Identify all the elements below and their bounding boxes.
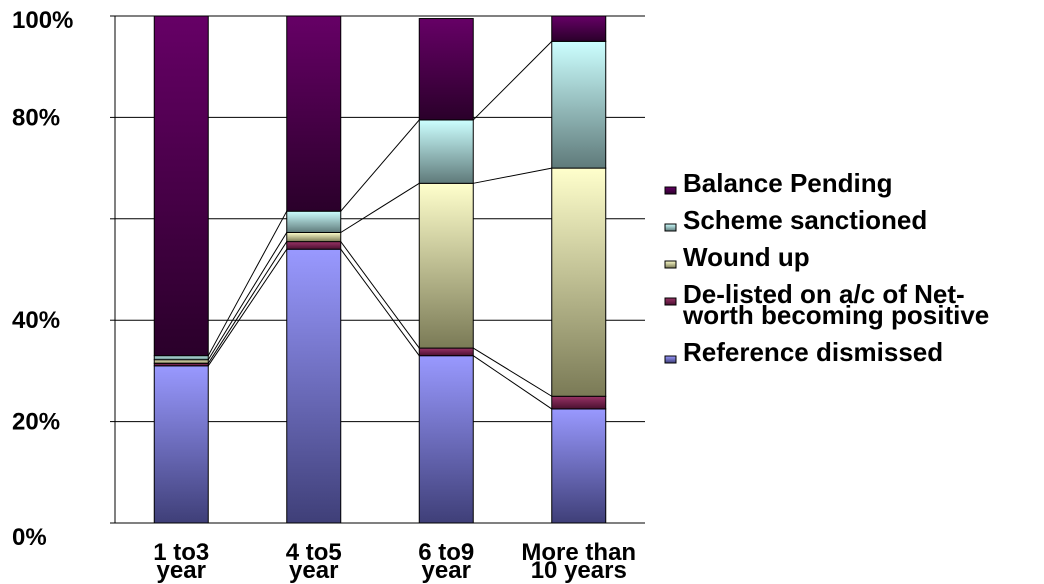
y-tick-label: 20%	[12, 409, 60, 436]
x-tick-label: year	[289, 557, 338, 584]
legend-label: worth becoming positive	[682, 300, 989, 330]
legend-label: Reference dismissed	[683, 337, 943, 367]
x-tick-label: 6 to9	[418, 539, 474, 566]
bar-segment	[286, 210, 342, 233]
bar-segment	[551, 15, 607, 42]
series-line	[207, 232, 288, 361]
y-tick-label: 40%	[12, 307, 60, 334]
legend-swatch	[664, 223, 677, 232]
x-tick-label: More than	[521, 539, 636, 566]
bar-segment	[286, 248, 342, 524]
series-line	[340, 182, 420, 233]
bar-segment	[418, 355, 474, 524]
legend-swatch	[664, 297, 677, 306]
legend-label: Balance Pending	[683, 168, 893, 198]
y-tick-label: 0%	[12, 524, 47, 551]
x-tick-label: year	[157, 557, 206, 584]
x-tick-label: 4 to5	[286, 539, 342, 566]
bar-segment	[551, 167, 607, 397]
series-line	[473, 167, 552, 184]
y-tick-label: 100%	[12, 7, 73, 34]
legend-label: Scheme sanctioned	[683, 205, 927, 235]
series-line	[340, 241, 420, 349]
series-line	[207, 241, 288, 364]
x-tick-label: 1 to3	[153, 539, 209, 566]
bar-segment	[153, 365, 209, 524]
series-line	[472, 40, 553, 121]
legend-swatch	[664, 186, 677, 195]
series-line	[472, 347, 553, 397]
bar-segment	[418, 347, 474, 357]
bar-segment	[551, 408, 607, 524]
bar-segment	[153, 355, 209, 361]
bar-segment	[153, 359, 209, 364]
legend-swatch	[664, 355, 677, 364]
series-line	[472, 355, 553, 410]
bar-segment	[418, 18, 474, 121]
bar-segment	[551, 40, 607, 169]
y-tick-label: 80%	[12, 104, 60, 131]
legend-label: De-listed on a/c of Net-	[683, 279, 965, 309]
x-tick-label: year	[422, 557, 471, 584]
legend-swatch	[664, 260, 677, 269]
bar-segment	[286, 241, 342, 250]
bar-segment	[418, 119, 474, 184]
series-line	[340, 248, 420, 356]
bar-segment	[418, 182, 474, 349]
series-line	[207, 210, 288, 356]
bar-segment	[286, 15, 342, 212]
bar-segment	[286, 231, 342, 243]
x-tick-label: 10 years	[531, 557, 627, 584]
series-line	[340, 119, 420, 212]
series-line	[207, 248, 288, 367]
bar-segment	[551, 395, 607, 410]
bar-segment	[153, 15, 209, 357]
legend-label: Wound up	[683, 242, 810, 272]
